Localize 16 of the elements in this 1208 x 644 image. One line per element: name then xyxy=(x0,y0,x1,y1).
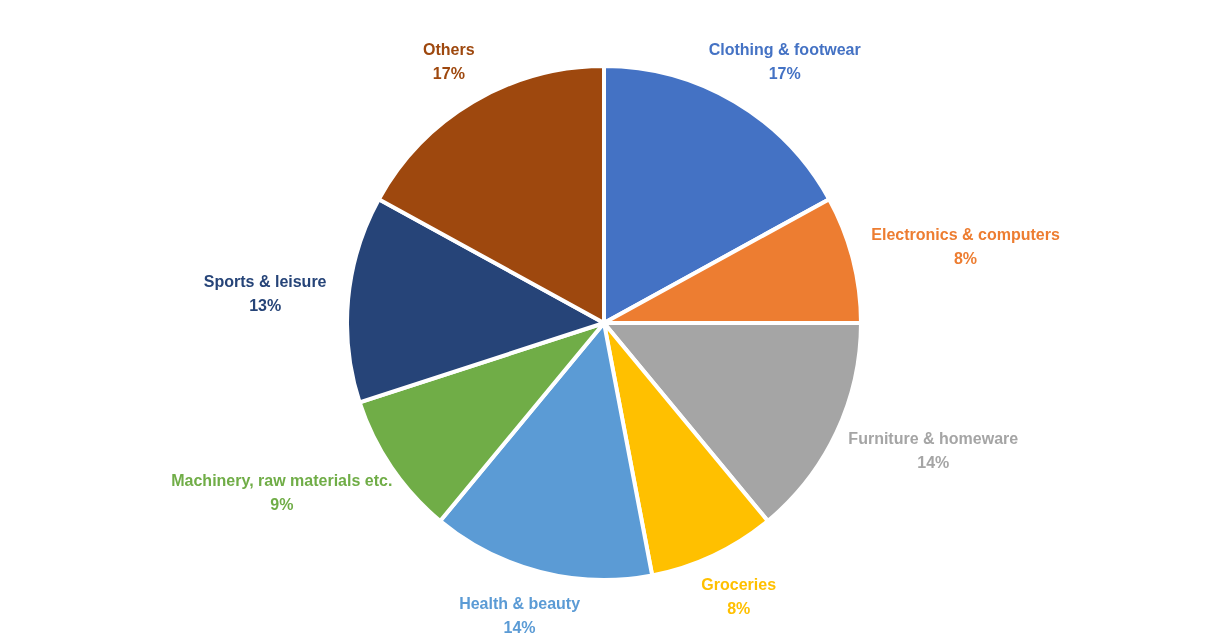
data-label: 17% xyxy=(432,64,465,82)
data-label: 14% xyxy=(503,618,536,636)
slice-label: Machinery, raw materials etc. xyxy=(171,471,393,489)
data-label: 8% xyxy=(953,250,978,268)
data-label: 14% xyxy=(917,454,950,472)
slice-label: Health & beauty xyxy=(459,594,581,612)
slice-label: Clothing & footwear xyxy=(708,40,861,58)
data-label: 17% xyxy=(768,64,801,82)
slice-label: Groceries xyxy=(701,575,777,593)
data-label: 8% xyxy=(727,599,751,617)
slice-label: Sports & leisure xyxy=(203,272,327,290)
data-label: 9% xyxy=(270,495,294,513)
slice-label: Others xyxy=(423,40,475,58)
slice-label: Electronics & computers xyxy=(871,226,1060,244)
data-label: 13% xyxy=(249,296,282,314)
slice-label: Furniture & homeware xyxy=(848,430,1019,448)
